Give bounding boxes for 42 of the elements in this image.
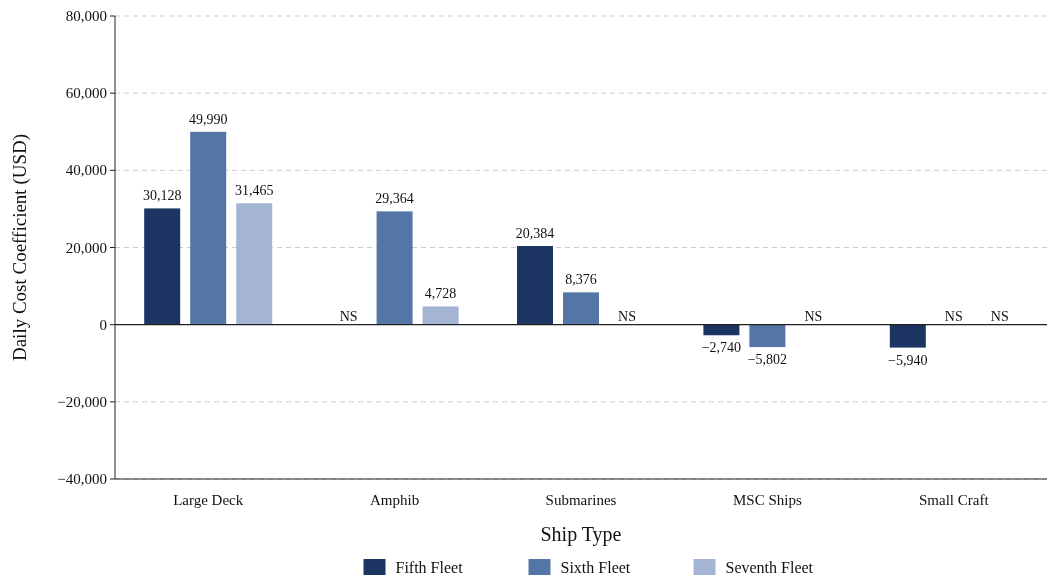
text: NS [618, 308, 636, 324]
text: NS [339, 308, 358, 324]
y-tick-label: 20,000 [65, 239, 107, 256]
bar [517, 246, 553, 325]
x-tick-label: Submarines [545, 492, 617, 508]
bar [236, 203, 273, 325]
bar [376, 211, 413, 325]
x-tick-label: Small Craft [919, 492, 990, 508]
x-tick-label: MSC Ships [733, 492, 802, 508]
bar [422, 306, 459, 325]
y-tick-label: 0 [99, 316, 107, 333]
data-label: 29,364 [375, 191, 414, 207]
bar [703, 324, 740, 336]
y-axis-title: Daily Cost Coefficient (USD) [9, 133, 31, 362]
text: NS [944, 308, 963, 324]
data-label: 31,465 [234, 183, 274, 199]
bar [144, 208, 181, 325]
data-label: 8,376 [565, 272, 597, 288]
text: NS [804, 308, 823, 324]
text: NS [990, 308, 1009, 324]
x-axis-title: Ship Type [540, 523, 622, 546]
x-tick-label: Large Deck [173, 492, 244, 508]
y-tick-label: −20,000 [57, 393, 107, 410]
bar [190, 131, 227, 325]
bar [563, 292, 599, 325]
y-tick-label: 60,000 [65, 85, 107, 102]
data-label: −5,940 [888, 352, 928, 368]
data-label: 4,728 [424, 286, 457, 302]
y-tick-label: 40,000 [65, 162, 107, 179]
legend-label: Fifth Fleet [395, 559, 464, 576]
bar [749, 324, 786, 348]
y-tick-label: 80,000 [65, 8, 107, 24]
data-label: −5,802 [747, 352, 788, 368]
x-tick-label: Amphib [370, 492, 420, 508]
legend-label: Seventh Fleet [725, 559, 814, 576]
legend-label: Sixth Fleet [560, 559, 631, 576]
bar [889, 324, 926, 348]
y-tick-label: −40,000 [57, 471, 107, 487]
data-label: −2,740 [701, 340, 742, 356]
data-label: 30,128 [142, 188, 182, 204]
data-label: 49,990 [188, 111, 228, 127]
data-label: 20,384 [515, 226, 555, 242]
